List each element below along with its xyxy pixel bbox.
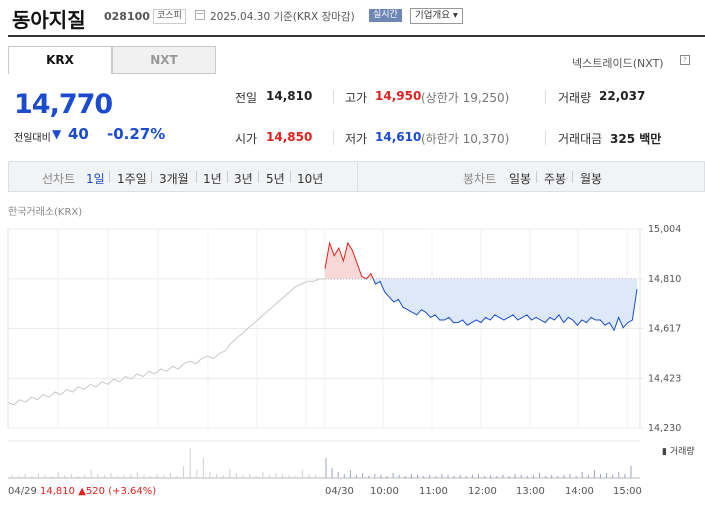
price-change-rate: -0.27% (107, 125, 166, 143)
x-tick-label: 12:00 (468, 486, 497, 497)
stat-divider (333, 131, 334, 145)
amount-value: 325 백만 (610, 132, 662, 146)
price-chart[interactable]: 15,004 14,810 14,617 14,423 14,230 (0, 220, 705, 485)
stock-name: 동아지질 (12, 8, 86, 32)
x-tick-label: 11:00 (419, 486, 448, 497)
low-label: 저가 (345, 132, 368, 146)
low-value: 14,610 (375, 130, 422, 144)
period-sep (227, 171, 228, 183)
period-bar (8, 161, 705, 192)
period-sep (536, 171, 537, 183)
prev-day-info: 04/29 14,810 ▲520 (+3.64%) (8, 486, 156, 497)
period-sep (572, 171, 573, 183)
prev-day-line (7, 278, 325, 406)
candle-chart-label: 봉차트 (463, 172, 497, 186)
stat-divider (545, 90, 546, 104)
volume-legend: ▮ 거래량 (662, 447, 695, 457)
market-badge: 코스피 (153, 9, 186, 24)
candle-daily[interactable]: 일봉 (509, 172, 532, 186)
prev-compare-label: 전일대비 (14, 133, 51, 144)
volume-label: 거래량 (558, 91, 592, 105)
line-chart-label: 선차트 (42, 172, 76, 186)
x-tick-label: 14:00 (565, 486, 594, 497)
period-sep (151, 171, 152, 183)
today-line-down (365, 278, 638, 332)
price-change: 40 (68, 125, 89, 143)
candle-monthly[interactable]: 월봉 (580, 172, 603, 186)
x-tick-label: 04/30 (325, 486, 354, 497)
calendar-icon (195, 10, 205, 20)
prev-close-label: 전일 (235, 91, 258, 105)
period-3m[interactable]: 3개월 (159, 172, 189, 186)
exchange-label: 한국거래소(KRX) (8, 207, 83, 218)
period-sep (258, 171, 259, 183)
open-value: 14,850 (266, 130, 313, 144)
period-1d[interactable]: 1일 (86, 172, 105, 186)
period-1w[interactable]: 1주일 (117, 172, 147, 186)
lower-limit: (하한가 10,370) (421, 132, 510, 146)
period-sep (196, 171, 197, 183)
high-label: 고가 (345, 91, 368, 105)
down-area (325, 278, 637, 331)
help-icon[interactable]: ? (680, 55, 690, 65)
upper-limit: (상한가 19,250) (421, 91, 510, 105)
down-arrow-icon: ▼ (52, 127, 62, 141)
y-tick-label: 14,230 (648, 423, 681, 434)
amount-label: 거래대금 (558, 132, 603, 146)
period-bar-divider (357, 162, 358, 191)
high-value: 14,950 (375, 89, 422, 103)
prev-day-date: 04/29 (8, 486, 37, 497)
period-5y[interactable]: 5년 (266, 172, 285, 186)
tab-krx[interactable]: KRX (8, 46, 112, 74)
x-tick-label: 15:00 (613, 486, 642, 497)
nextrade-link[interactable]: 넥스트레이드(NXT) (572, 57, 664, 70)
volume-value: 22,037 (599, 89, 646, 103)
stat-divider (333, 90, 334, 104)
period-sep (109, 171, 110, 183)
realtime-badge[interactable]: 실시간 (369, 9, 402, 22)
prev-close-value: 14,810 (266, 89, 313, 103)
period-3y[interactable]: 3년 (234, 172, 253, 186)
open-label: 시가 (235, 132, 258, 146)
candle-weekly[interactable]: 주봉 (544, 172, 567, 186)
y-tick-label: 15,004 (648, 224, 681, 235)
period-sep (290, 171, 291, 183)
stock-code: 028100 (104, 10, 150, 23)
stat-divider (545, 131, 546, 145)
prev-day-price: 14,810 (40, 486, 76, 497)
x-tick-label: 10:00 (370, 486, 399, 497)
company-overview-button[interactable]: 기업개요 ▾ (410, 8, 463, 24)
y-tick-label: 14,423 (648, 373, 681, 384)
tab-nxt[interactable]: NXT (112, 46, 216, 74)
current-price: 14,770 (14, 89, 113, 120)
header-divider (8, 35, 705, 37)
up-arrow-icon: ▲ (78, 486, 86, 497)
x-tick-label: 13:00 (516, 486, 545, 497)
prev-day-change: 520 (85, 486, 105, 497)
y-tick-label: 14,617 (648, 324, 681, 335)
period-1y[interactable]: 1년 (203, 172, 222, 186)
period-10y[interactable]: 10년 (297, 172, 324, 186)
base-date: 2025.04.30 기준(KRX 장마감) (210, 11, 355, 23)
prev-day-rate: (+3.64%) (108, 486, 157, 497)
y-tick-label: 14,810 (648, 274, 681, 285)
